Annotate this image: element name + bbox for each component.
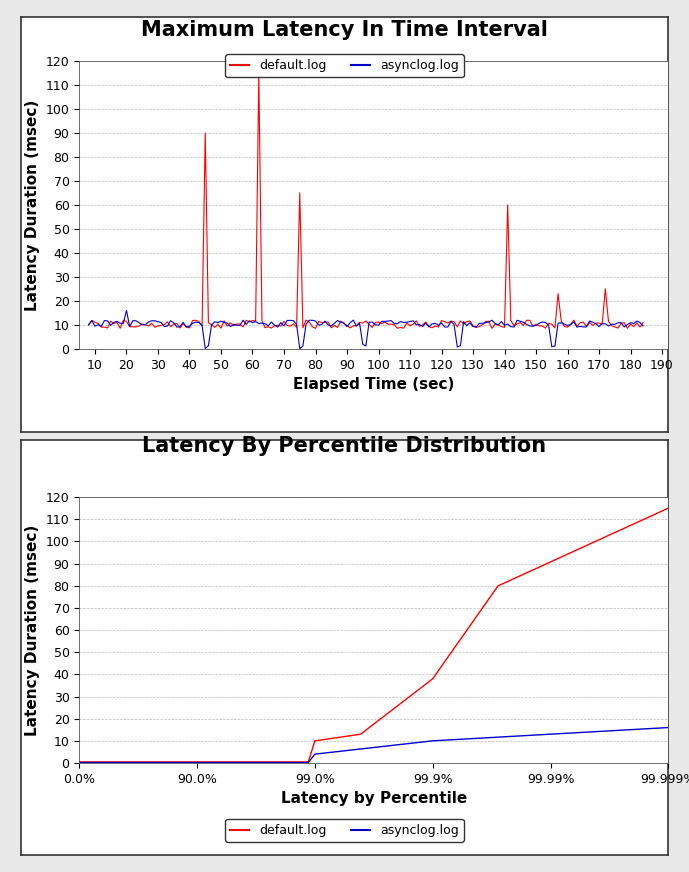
- default.log: [285, 757, 294, 767]
- default.log: [242, 315, 250, 325]
- default.log: [431, 321, 440, 331]
- asynclog.log: [85, 319, 93, 330]
- default.log: [264, 322, 272, 332]
- Legend: default.log, asynclog.log: default.log, asynclog.log: [225, 819, 464, 842]
- Line: default.log: default.log: [79, 508, 668, 762]
- Line: default.log: default.log: [89, 73, 643, 329]
- default.log: [494, 320, 502, 330]
- asynclog.log: [564, 320, 572, 330]
- Line: asynclog.log: asynclog.log: [89, 310, 643, 349]
- asynclog.log: [296, 344, 304, 354]
- asynclog.log: [123, 305, 131, 316]
- asynclog.log: [135, 757, 143, 767]
- Y-axis label: Latency Duration (msec): Latency Duration (msec): [25, 524, 40, 736]
- asynclog.log: [75, 757, 83, 767]
- asynclog.log: [264, 321, 272, 331]
- X-axis label: Latency by Percentile: Latency by Percentile: [280, 791, 467, 807]
- asynclog.log: [82, 757, 90, 767]
- default.log: [138, 757, 147, 767]
- asynclog.log: [286, 757, 294, 767]
- default.log: [564, 322, 572, 332]
- Y-axis label: Latency Duration (msec): Latency Duration (msec): [25, 99, 40, 310]
- asynclog.log: [664, 722, 672, 732]
- default.log: [639, 317, 647, 328]
- default.log: [664, 503, 672, 514]
- Text: Latency By Percentile Distribution: Latency By Percentile Distribution: [143, 437, 546, 456]
- asynclog.log: [431, 318, 440, 329]
- X-axis label: Elapsed Time (sec): Elapsed Time (sec): [293, 377, 455, 392]
- Legend: default.log, asynclog.log: default.log, asynclog.log: [225, 54, 464, 78]
- asynclog.log: [245, 316, 254, 326]
- default.log: [135, 757, 143, 767]
- default.log: [75, 757, 83, 767]
- default.log: [311, 324, 320, 334]
- asynclog.log: [418, 321, 426, 331]
- default.log: [418, 320, 426, 330]
- asynclog.log: [285, 757, 294, 767]
- asynclog.log: [639, 321, 647, 331]
- Line: asynclog.log: asynclog.log: [79, 727, 668, 762]
- asynclog.log: [494, 320, 502, 330]
- default.log: [178, 757, 187, 767]
- asynclog.log: [178, 757, 187, 767]
- asynclog.log: [138, 757, 147, 767]
- default.log: [85, 320, 93, 330]
- default.log: [255, 68, 263, 78]
- default.log: [286, 757, 294, 767]
- Text: Maximum Latency In Time Interval: Maximum Latency In Time Interval: [141, 20, 548, 39]
- default.log: [82, 757, 90, 767]
